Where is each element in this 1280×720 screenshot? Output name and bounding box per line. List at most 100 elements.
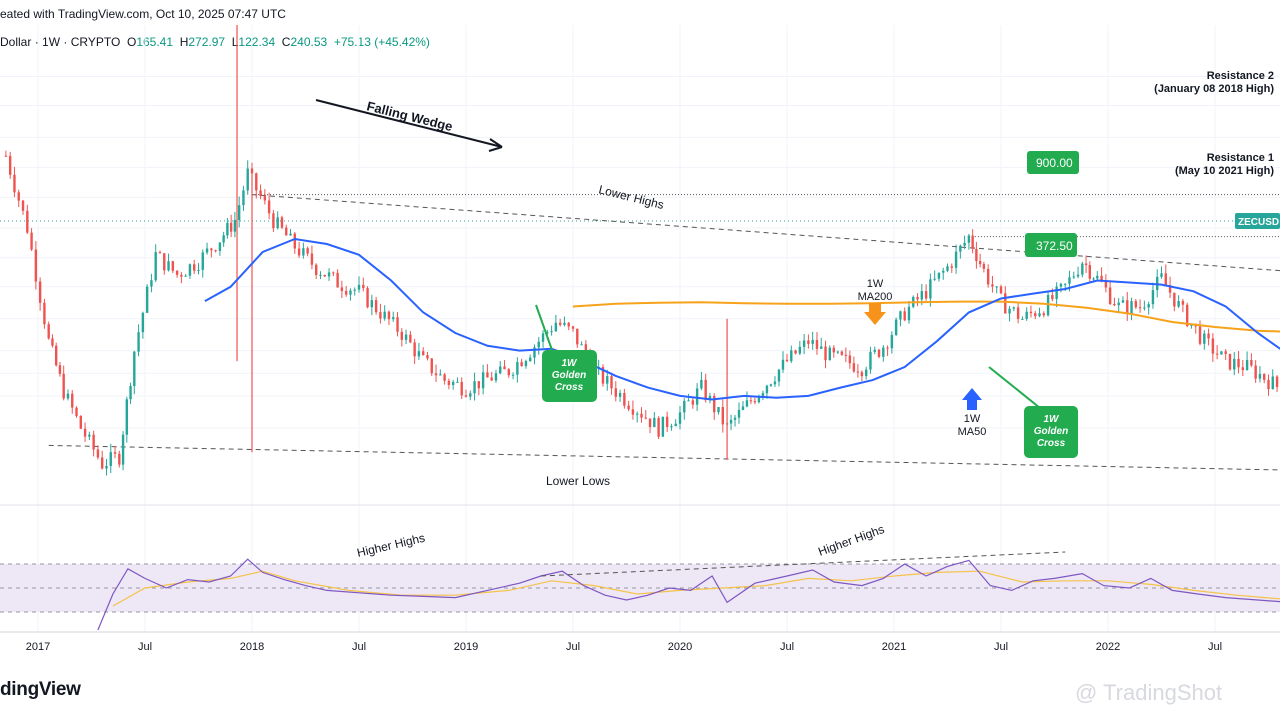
candle-body bbox=[133, 351, 136, 386]
resistance-2-title: Resistance 2 bbox=[1207, 70, 1274, 82]
time-axis-label: 2020 bbox=[668, 641, 692, 653]
candle-body bbox=[781, 359, 785, 370]
candle-body bbox=[516, 362, 519, 375]
candle-body bbox=[184, 275, 187, 277]
candle-body bbox=[54, 345, 58, 366]
candle-body bbox=[226, 222, 229, 236]
candle-body bbox=[323, 274, 326, 277]
candle-body bbox=[840, 351, 844, 355]
candle-body bbox=[167, 261, 170, 271]
candle-body bbox=[618, 392, 622, 397]
candle-body bbox=[1042, 313, 1045, 316]
candle-body bbox=[1151, 290, 1155, 305]
candle-body bbox=[125, 399, 129, 435]
falling-wedge-arrow bbox=[315, 99, 503, 148]
candle-body bbox=[1126, 300, 1129, 314]
candle-body bbox=[882, 347, 885, 357]
candle-body bbox=[563, 322, 566, 325]
candle-body bbox=[163, 253, 166, 271]
golden-cross-badge-1 bbox=[542, 350, 597, 402]
candle-body bbox=[255, 173, 258, 191]
candle-body bbox=[439, 374, 442, 376]
candle-body bbox=[250, 168, 254, 174]
candle-body bbox=[118, 453, 121, 465]
candle-body bbox=[210, 248, 213, 251]
candle-body bbox=[1164, 273, 1167, 286]
candle-body bbox=[154, 252, 157, 281]
higher-highs-label-1: Higher Highs bbox=[356, 531, 427, 560]
candle-body bbox=[1008, 308, 1011, 314]
candle-body bbox=[1104, 281, 1108, 288]
candle-body bbox=[171, 261, 175, 271]
ma200-annot-line1: 1W bbox=[867, 278, 884, 290]
candle-body bbox=[537, 341, 540, 348]
candle-body bbox=[1055, 286, 1058, 300]
candle-body bbox=[708, 396, 712, 401]
candle-body bbox=[520, 362, 523, 367]
candle-body bbox=[1254, 365, 1257, 379]
candle-body bbox=[137, 332, 140, 352]
candle-body bbox=[1076, 274, 1080, 277]
candle-body bbox=[1211, 338, 1215, 354]
candle-body bbox=[657, 417, 660, 437]
golden-cross-text-2: 1W bbox=[1044, 414, 1061, 425]
candle-body bbox=[554, 322, 558, 332]
candle-body bbox=[1134, 301, 1138, 308]
candle-body bbox=[946, 266, 949, 271]
candle-body bbox=[302, 248, 305, 256]
time-axis-label: Jul bbox=[780, 641, 794, 653]
candle-body bbox=[319, 274, 322, 276]
candle-body bbox=[1130, 301, 1133, 314]
candle-body bbox=[991, 284, 994, 287]
candle-body bbox=[1051, 294, 1054, 300]
candle-body bbox=[1025, 311, 1028, 319]
candle-body bbox=[92, 434, 95, 450]
candle-body bbox=[214, 250, 217, 252]
candle-body bbox=[464, 395, 468, 397]
candle-body bbox=[674, 423, 677, 427]
candle-body bbox=[683, 400, 686, 413]
candle-body bbox=[665, 416, 669, 427]
candle-body bbox=[1113, 303, 1116, 306]
candle-body bbox=[890, 334, 894, 349]
candle-body bbox=[606, 376, 609, 384]
candle-body bbox=[233, 220, 237, 232]
golden-cross-pointer-1 bbox=[535, 304, 553, 351]
candle-body bbox=[546, 332, 549, 334]
candle-body bbox=[832, 347, 836, 353]
candle-body bbox=[17, 192, 20, 201]
candle-body bbox=[141, 312, 145, 333]
time-axis-label: 2018 bbox=[240, 641, 264, 653]
candle-body bbox=[422, 351, 425, 356]
low-label: L bbox=[231, 35, 239, 49]
candle-body bbox=[263, 196, 267, 201]
candle-body bbox=[362, 284, 365, 289]
candle-body bbox=[815, 339, 819, 349]
candle-body bbox=[773, 381, 777, 385]
close-value: 240.53 bbox=[290, 35, 328, 49]
candle-body bbox=[828, 347, 831, 361]
candle-body bbox=[486, 372, 489, 378]
candle-body bbox=[811, 339, 814, 344]
higher-highs-label-2: Higher Highs bbox=[816, 522, 886, 559]
candle-body bbox=[1228, 353, 1232, 370]
candle-body bbox=[1220, 351, 1223, 355]
candle-body bbox=[529, 357, 532, 362]
candle-body bbox=[353, 289, 356, 291]
candle-body bbox=[717, 407, 720, 413]
candle-body bbox=[678, 412, 682, 424]
ma50-annot-line1: 1W bbox=[964, 413, 981, 425]
candle-body bbox=[460, 381, 463, 396]
lower-lows-label: Lower Lows bbox=[546, 474, 610, 488]
candle-body bbox=[886, 347, 889, 349]
candle-body bbox=[824, 346, 827, 361]
candle-body bbox=[1108, 287, 1112, 304]
time-axis-label: Jul bbox=[1208, 641, 1222, 653]
candle-body bbox=[229, 222, 233, 232]
candle-body bbox=[785, 359, 789, 362]
candle-body bbox=[1016, 307, 1020, 319]
candle-body bbox=[4, 155, 8, 157]
candle-body bbox=[741, 406, 745, 410]
candle-body bbox=[899, 311, 902, 320]
